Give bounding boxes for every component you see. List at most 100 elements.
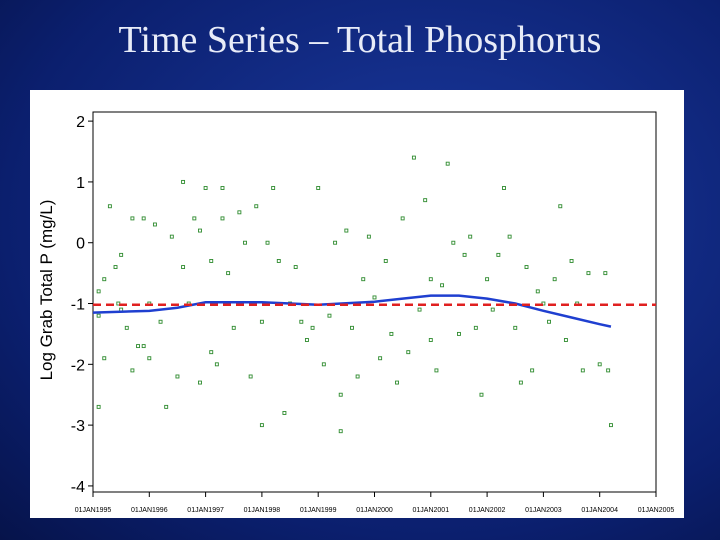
- data-point: [406, 350, 411, 355]
- data-point: [321, 362, 326, 367]
- data-point: [400, 216, 405, 221]
- data-point: [231, 325, 236, 330]
- x-tick-label: 01JAN2000: [356, 507, 393, 514]
- data-point: [518, 380, 523, 385]
- chart: Log Grab Total P (mg/L) -4 -3 -2 -1 0 1 2 01JAN…: [30, 90, 684, 518]
- data-point: [558, 204, 563, 209]
- data-point: [457, 331, 461, 336]
- data-point: [338, 429, 343, 434]
- data-point: [606, 368, 611, 373]
- data-point: [507, 234, 512, 239]
- data-point: [107, 204, 112, 209]
- data-point: [355, 374, 360, 379]
- data-point: [259, 423, 264, 428]
- y-axis-label: Log Grab Total P (mg/L): [37, 200, 56, 381]
- data-point: [473, 325, 478, 330]
- x-tick-label: 01JAN2005: [638, 507, 675, 514]
- data-point: [547, 319, 551, 324]
- data-point: [586, 271, 591, 276]
- data-point: [428, 338, 433, 342]
- data-point: [96, 313, 101, 318]
- data-point: [276, 259, 281, 263]
- x-tick-label: 01JAN1999: [300, 507, 337, 514]
- data-point: [395, 380, 399, 385]
- data-point: [198, 380, 202, 385]
- y-tick-label: 2: [76, 114, 85, 131]
- x-tick-label: 01JAN1998: [244, 507, 281, 514]
- data-point: [378, 356, 383, 361]
- data-point: [175, 374, 180, 379]
- data-point: [417, 307, 422, 312]
- data-point: [423, 198, 428, 203]
- data-point: [344, 228, 349, 233]
- data-point: [271, 186, 276, 190]
- data-point: [152, 222, 157, 227]
- data-point: [496, 252, 501, 257]
- y-tick-label: 1: [76, 175, 85, 192]
- data-point: [141, 344, 146, 349]
- data-point: [316, 186, 321, 190]
- data-point: [479, 392, 484, 397]
- data-point: [214, 362, 219, 367]
- data-point: [603, 271, 608, 276]
- data-point: [552, 277, 557, 282]
- data-point: [136, 344, 140, 349]
- y-tick-label: -2: [71, 357, 85, 374]
- data-point: [124, 325, 129, 330]
- data-point: [535, 289, 540, 294]
- data-point: [203, 186, 208, 190]
- data-point: [198, 228, 202, 233]
- data-point: [209, 350, 214, 355]
- data-point: [304, 338, 309, 342]
- data-point: [141, 216, 146, 221]
- data-point: [220, 186, 225, 190]
- data-point: [383, 259, 388, 263]
- data-point: [158, 319, 163, 324]
- data-point: [310, 325, 315, 330]
- data-point: [181, 179, 186, 184]
- data-point: [530, 368, 535, 373]
- data-point: [445, 161, 450, 166]
- data-point: [226, 271, 231, 276]
- data-point: [243, 240, 247, 245]
- data-point: [462, 252, 467, 257]
- data-point: [237, 210, 242, 215]
- data-point: [502, 186, 506, 190]
- data-point: [119, 252, 124, 257]
- x-tick-label: 01JAN1995: [75, 507, 112, 514]
- data-point: [338, 392, 343, 397]
- y-tick-label: -1: [71, 297, 85, 314]
- x-tick-label: 01JAN2003: [525, 507, 562, 514]
- data-point: [434, 368, 439, 373]
- data-point: [102, 277, 107, 282]
- data-point: [130, 216, 135, 221]
- data-point: [440, 283, 445, 288]
- data-point: [428, 277, 433, 282]
- data-point: [490, 307, 495, 312]
- data-point: [259, 319, 264, 324]
- data-point: [96, 289, 101, 294]
- x-tick-label: 01JAN1996: [131, 507, 168, 514]
- data-point: [333, 240, 338, 245]
- slide-title: Time Series – Total Phosphorus: [118, 19, 602, 61]
- data-point: [609, 423, 613, 428]
- data-point: [350, 325, 354, 330]
- data-point: [563, 338, 568, 342]
- data-point: [265, 240, 270, 245]
- data-point: [569, 259, 574, 263]
- data-point: [113, 265, 118, 269]
- data-point: [209, 259, 214, 263]
- data-point: [327, 313, 332, 318]
- data-point: [597, 362, 602, 367]
- data-point: [130, 368, 135, 373]
- data-point: [181, 265, 186, 269]
- data-point: [102, 356, 107, 361]
- data-point: [192, 216, 197, 221]
- data-point: [361, 277, 366, 282]
- data-point: [513, 325, 518, 330]
- data-point: [164, 404, 169, 409]
- y-tick-label: -4: [71, 479, 85, 496]
- data-point: [299, 319, 304, 324]
- data-point: [468, 234, 473, 239]
